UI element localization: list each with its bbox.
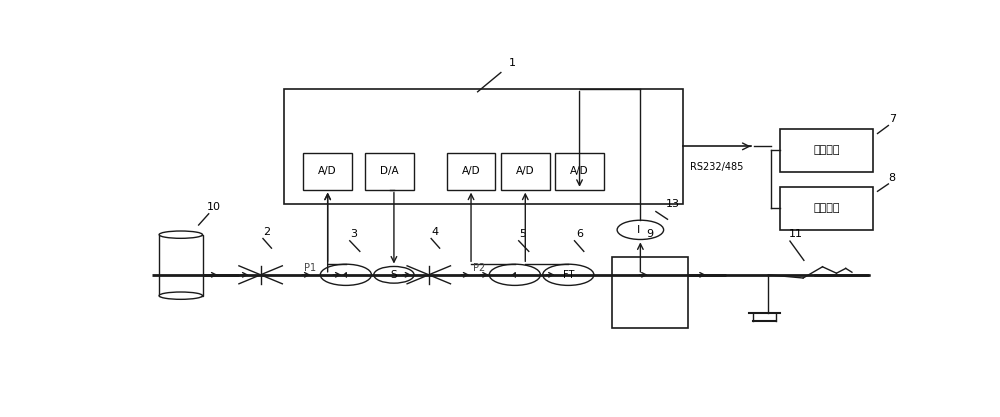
Text: D/A: D/A <box>380 166 399 176</box>
Text: 1: 1 <box>509 58 516 68</box>
Text: A/D: A/D <box>462 166 480 176</box>
Text: A/D: A/D <box>570 166 589 176</box>
Ellipse shape <box>159 292 202 299</box>
Text: FT: FT <box>563 270 574 280</box>
Text: 4: 4 <box>431 227 439 237</box>
Bar <box>612 257 688 328</box>
Bar <box>780 186 873 230</box>
Text: 11: 11 <box>788 229 802 239</box>
Bar <box>284 88 683 204</box>
Text: 13: 13 <box>666 199 680 209</box>
Text: 8: 8 <box>889 173 896 183</box>
Text: A/D: A/D <box>318 166 337 176</box>
Text: P1: P1 <box>304 264 316 274</box>
Circle shape <box>374 266 414 283</box>
Bar <box>555 153 604 190</box>
Bar <box>303 153 352 190</box>
Circle shape <box>617 220 664 239</box>
Text: 显示装置: 显示装置 <box>813 146 840 156</box>
Ellipse shape <box>159 231 202 239</box>
Text: 7: 7 <box>889 114 896 124</box>
Text: A/D: A/D <box>516 166 535 176</box>
Bar <box>780 129 873 172</box>
Bar <box>159 235 202 296</box>
Text: I: I <box>636 225 640 235</box>
Bar <box>365 153 414 190</box>
Text: 9: 9 <box>646 229 653 239</box>
Text: 设定装置: 设定装置 <box>813 203 840 213</box>
Text: 2: 2 <box>263 227 270 237</box>
Bar <box>501 153 550 190</box>
Circle shape <box>320 264 371 285</box>
Text: P2: P2 <box>473 264 485 274</box>
Text: S: S <box>391 270 397 280</box>
Text: 5: 5 <box>519 229 526 239</box>
Text: 10: 10 <box>206 202 220 212</box>
Text: 6: 6 <box>576 229 583 239</box>
Text: RS232/485: RS232/485 <box>690 163 744 172</box>
Circle shape <box>543 264 594 285</box>
Text: 3: 3 <box>350 229 357 239</box>
Circle shape <box>489 264 540 285</box>
Bar <box>447 153 495 190</box>
